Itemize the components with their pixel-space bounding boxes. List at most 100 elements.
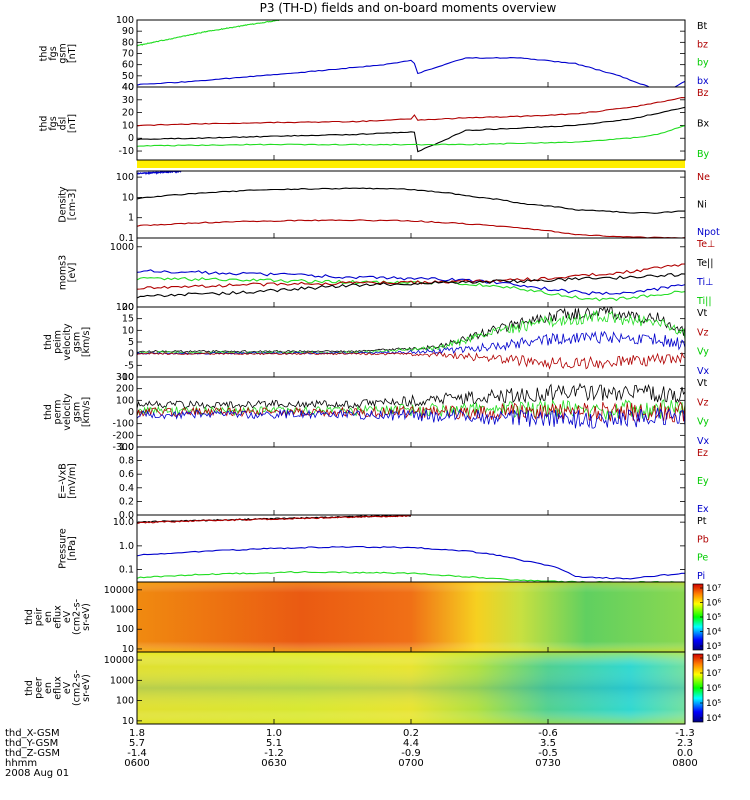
y-tick-label: 90: [122, 26, 134, 37]
x-row-value: 2.3: [677, 738, 693, 749]
legend-ez: Ez: [697, 448, 708, 459]
y-tick-label: 1.0: [119, 442, 134, 453]
x-row-value: 0.2: [403, 728, 419, 739]
x-row-value: -1.3: [675, 728, 695, 739]
y-axis-label: peir: [34, 608, 45, 627]
y-tick-label: 30: [122, 95, 134, 106]
figure-title: P3 (TH-D) fields and on-board moments ov…: [260, 1, 557, 15]
panel-7: 0.0 0.2 0.4 0.6 0.8 1.0 E=-VxB[mV/m] Ez Ey Ex: [58, 442, 710, 521]
series-vz: [137, 351, 685, 370]
series-ne: [137, 219, 685, 238]
colorbar-tick-label: 10³: [706, 642, 721, 652]
x-row-value: 0800: [672, 758, 697, 769]
y-axis-label: (cm2-s-: [72, 599, 83, 635]
colorbar-tick-label: 10⁸: [706, 654, 721, 664]
y-tick-label: 10.0: [113, 517, 134, 528]
y-axis-label: [nPa]: [67, 536, 78, 561]
y-tick-label: -100: [112, 419, 134, 430]
x-row-value: -0.5: [538, 748, 558, 759]
legend-ey: Ey: [697, 476, 709, 487]
x-row-value: 0700: [398, 758, 423, 769]
y-axis-label: dsl: [58, 117, 69, 131]
y-tick-label: 1000: [110, 605, 134, 616]
colorbar-tick-label: 10⁷: [706, 584, 721, 594]
series-vx: [137, 407, 685, 429]
x-row-value: -1.4: [127, 748, 147, 759]
y-tick-label: 0.4: [119, 483, 134, 494]
y-tick-label: 0.6: [119, 469, 134, 480]
y-axis-label: thd: [39, 116, 50, 132]
legend-bz: Bz: [697, 88, 709, 99]
y-tick-label: 40: [122, 82, 134, 93]
y-axis-label: velocity: [62, 323, 73, 361]
colorbar-tick-label: 10⁷: [706, 669, 721, 679]
colorbar-tick-label: 10⁵: [706, 699, 721, 709]
y-axis-label: gsm: [72, 402, 83, 422]
y-tick-label: 0: [128, 133, 134, 144]
y-axis-label: eV: [62, 681, 73, 694]
series-vx: [137, 330, 685, 355]
y-tick-label: -10: [118, 372, 134, 383]
y-axis-label: [nT]: [67, 114, 78, 133]
y-axis-label: (cm2-s-: [72, 670, 83, 706]
x-row-value: 3.5: [540, 738, 556, 749]
panel-9: 10³ 10⁴ 10⁵ 10⁶ 10⁷ 10 100 1000 10000 thdpeirenef…: [24, 581, 721, 655]
y-axis-label: fgs: [48, 116, 59, 130]
y-tick-label: 100: [116, 15, 134, 26]
colorbar-tick-label: 10⁴: [706, 628, 721, 638]
y-tick-label: 100: [116, 172, 134, 183]
y-axis-label: moms3: [58, 255, 69, 290]
y-tick-label: -10: [118, 146, 134, 157]
y-axis-label: perm: [53, 400, 64, 425]
legend-vt: Vt: [697, 308, 707, 319]
y-tick-label: -200: [112, 430, 134, 441]
y-axis-label: peer: [34, 677, 45, 699]
legend-pe: Pe: [697, 553, 708, 564]
series-bz: [137, 97, 685, 127]
y-axis-label: en: [43, 682, 54, 694]
series-pe: [137, 570, 685, 582]
y-axis-label: sr-eV): [81, 674, 92, 702]
x-row-value: 0630: [261, 758, 286, 769]
y-tick-label: 0.2: [119, 496, 134, 507]
y-axis-label: fgs: [48, 46, 59, 60]
legend-pi: Pi: [697, 571, 705, 582]
panel-frame: [136, 376, 686, 448]
y-axis-label: [cm-3]: [67, 189, 78, 220]
y-tick-label: 300: [116, 372, 134, 383]
y-tick-label: 0.1: [119, 233, 134, 244]
series-pb: [137, 515, 412, 524]
y-tick-label: 0.1: [119, 565, 134, 576]
legend-ti-: Ti||: [696, 296, 712, 307]
legend-pb: Pb: [697, 534, 709, 545]
legend-te-: Te⊥: [696, 239, 715, 250]
y-tick-label: 0: [128, 349, 134, 360]
y-axis-label: [km/s]: [81, 397, 92, 427]
x-row-value: -0.6: [538, 728, 558, 739]
series-vy: [137, 309, 685, 354]
panel-4: 100 1000 moms3[eV] Te⊥ Te|| Ti⊥ Ti||: [58, 237, 715, 313]
legend-vz: Vz: [697, 397, 709, 408]
y-tick-label: -5: [125, 360, 134, 371]
x-row-value: 0.0: [677, 748, 693, 759]
legend-bz: bz: [697, 39, 708, 50]
legend-pt: Pt: [697, 516, 707, 527]
y-tick-label: 10000: [104, 585, 134, 596]
legend-by: By: [697, 149, 710, 160]
y-tick-label: 5: [128, 337, 134, 348]
panel-8: 0.1 1.0 10.0 Pressure[nPa] Pt Pb Pe Pi: [58, 514, 709, 583]
y-tick-label: 100: [116, 624, 134, 635]
y-tick-label: 100: [116, 696, 134, 707]
y-axis-label: thd: [24, 680, 35, 696]
legend-ne: Ne: [697, 172, 710, 183]
panel-frame: [136, 306, 686, 378]
legend-vy: Vy: [697, 347, 709, 358]
x-row-value: 0730: [535, 758, 560, 769]
y-axis-label: Density: [58, 186, 69, 222]
y-axis-label: thd: [43, 404, 54, 420]
y-axis-label: gsm: [58, 43, 69, 63]
